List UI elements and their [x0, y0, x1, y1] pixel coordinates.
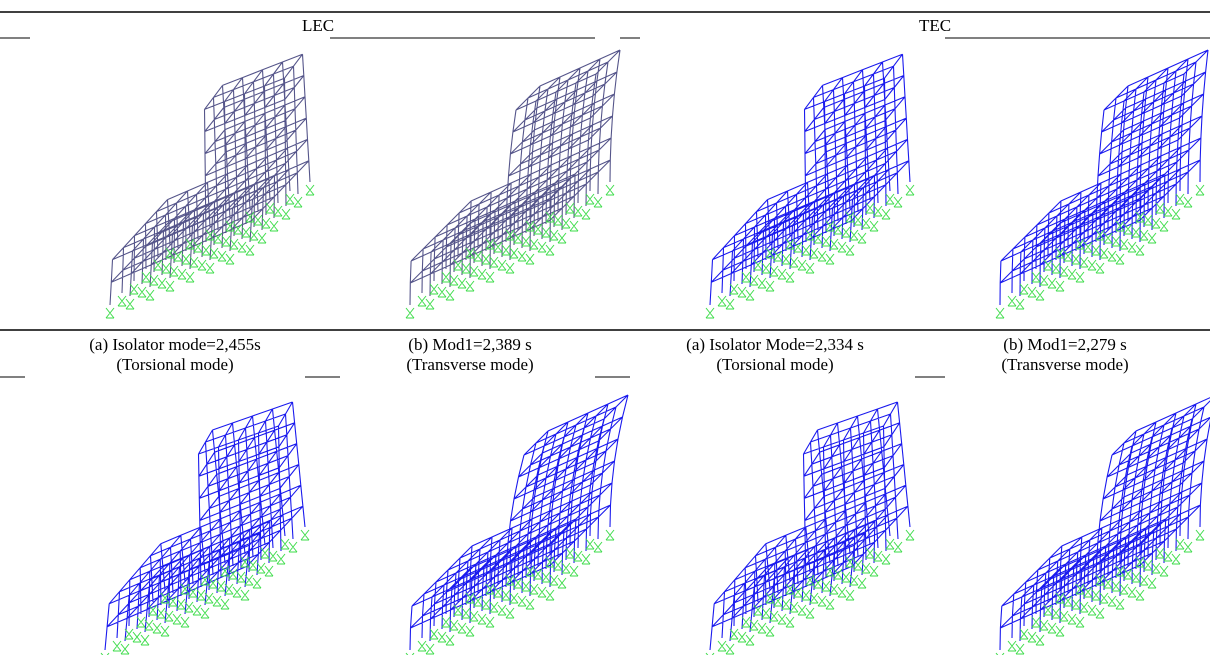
structural-model — [996, 395, 1210, 655]
structural-model — [406, 50, 620, 318]
caption: (a) Isolator mode=2,455s — [89, 335, 261, 354]
structural-model — [996, 50, 1208, 318]
caption: (Transverse mode) — [406, 355, 533, 374]
structural-model — [706, 54, 914, 318]
caption: (b) Mod1=2,389 s — [408, 335, 531, 354]
caption: (b) Mod1=2,279 s — [1003, 335, 1126, 354]
structural-model — [101, 402, 309, 655]
structural-model — [706, 402, 914, 655]
structural-model — [406, 395, 628, 655]
header-lec: LEC — [302, 16, 334, 35]
structural-model — [106, 54, 314, 318]
caption: (Transverse mode) — [1001, 355, 1128, 374]
figure-table: LEC TEC (a) Isolator mode=2,455s (Torsio… — [0, 0, 1210, 655]
header-tec: TEC — [919, 16, 951, 35]
frame — [1000, 50, 1208, 305]
caption: (a) Isolator Mode=2,334 s — [686, 335, 864, 354]
frame — [1000, 395, 1210, 650]
caption: (Torsional mode) — [116, 355, 233, 374]
frame — [410, 395, 628, 650]
frame — [410, 50, 620, 305]
caption: (Torsional mode) — [716, 355, 833, 374]
